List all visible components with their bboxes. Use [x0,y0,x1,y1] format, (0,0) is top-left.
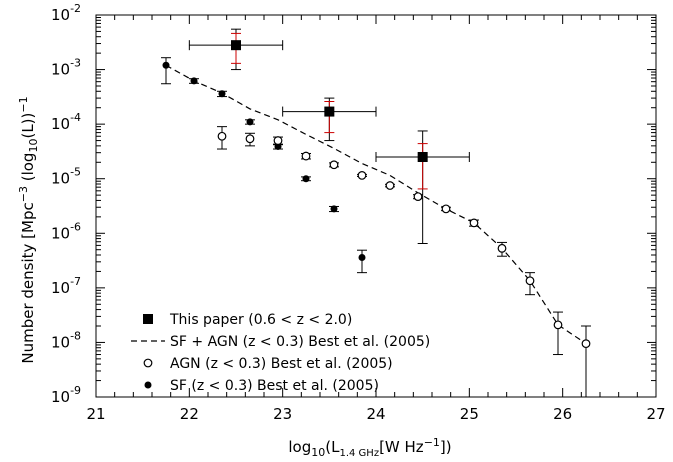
legend-open-circle-marker [143,358,153,368]
y-ticks: 10-2 10-3 10-4 10-5 10-6 10-7 10-8 10-9 [51,2,656,406]
y-tick-label: 10-8 [51,329,81,351]
sf-point [162,61,170,69]
series-sf-agn-line [165,64,587,345]
y-tick-label: 10-5 [51,166,81,188]
series-agn [217,126,591,398]
sf-point [358,253,366,261]
legend-item: AGN (z < 0.3) Best et al. (2005) [143,356,393,372]
y-tick-label: 10-6 [51,220,81,242]
legend-label: AGN (z < 0.3) Best et al. (2005) [170,356,393,372]
x-tick-label: 25 [460,405,479,423]
agn-point [357,171,367,180]
y-tick-label: 10-4 [51,111,81,133]
this-paper-point [417,151,428,162]
agn-error-bar [553,311,563,356]
agn-point [385,181,395,190]
agn-point [273,136,283,145]
sf-point [190,77,198,85]
legend: This paper (0.6 < z < 2.0) SF + AGN (z < … [131,312,430,394]
legend-item: SF (z < 0.3) Best et al. (2005) [144,378,379,394]
agn-point [413,192,423,202]
sf-point [330,205,338,213]
agn-error-bar [581,325,591,398]
agn-point [329,160,339,170]
y-tick-label: 10-9 [51,384,81,406]
this-paper-point [324,106,335,117]
agn-point [245,134,255,144]
legend-label: SF + AGN (z < 0.3) Best et al. (2005) [170,334,430,350]
sf-point [302,175,310,183]
x-tick-label: 22 [180,405,199,423]
sf-error-bar [357,249,367,274]
legend-item: This paper (0.6 < z < 2.0) [143,312,352,328]
agn-point [301,151,311,161]
x-tick-label: 26 [553,405,572,423]
legend-filled-circle-marker [144,381,152,389]
agn-point [441,204,451,214]
legend-square-marker [143,314,153,324]
this-paper-y-error-bar-red [324,100,335,134]
legend-item: SF + AGN (z < 0.3) Best et al. (2005) [131,334,430,350]
agn-point [525,276,535,286]
x-tick-label: 23 [273,405,292,423]
axes-layer: 21 22 23 24 25 26 2710-210-310-410-510-610-710… [51,2,666,423]
legend-label: SF (z < 0.3) Best et al. (2005) [170,378,379,394]
sf-point [218,90,226,98]
this-paper-point [231,40,241,51]
x-tick-label: 24 [366,405,385,423]
x-tick-label: 21 [86,405,105,423]
y-tick-label: 10-2 [51,2,81,24]
x-tick-label: 27 [646,405,665,423]
agn-point [469,218,479,228]
data-layer [161,28,591,398]
this-paper-y-error-bar-red [417,143,428,190]
y-axis-label: Number density [Mpc−3 (log10(L))−1 [17,96,40,363]
agn-point [581,339,591,349]
x-axis-label: log10(L1.4 GHz[W Hz−1]) [288,436,451,459]
x-ticks: 21 22 23 24 25 26 27 [86,15,666,423]
agn-point [553,320,563,330]
y-tick-label: 10-7 [51,275,81,297]
sf-point [246,118,254,126]
agn-point [217,131,227,141]
y-tick-label: 10-3 [51,57,81,79]
series-this-paper [188,28,470,244]
legend-label: This paper (0.6 < z < 2.0) [169,312,352,328]
agn-point [497,243,507,253]
sf-error-bar [161,57,171,85]
